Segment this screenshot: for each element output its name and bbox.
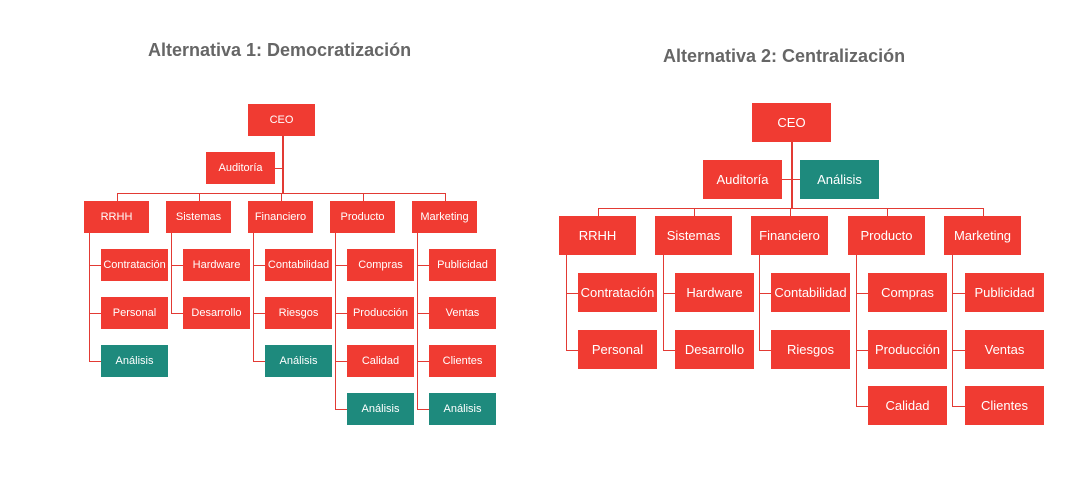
connector-line [791, 142, 793, 208]
unit-personal: Personal [578, 330, 657, 369]
connector-line [282, 136, 284, 193]
unit-desarrollo: Desarrollo [675, 330, 754, 369]
ceo-box: CEO [752, 103, 831, 142]
connector-line [856, 349, 868, 351]
connector-line [982, 208, 984, 216]
connector-line [759, 255, 760, 350]
connector-line [335, 265, 347, 266]
unit-produccion: Producción [868, 330, 947, 369]
connector-line [856, 292, 868, 294]
connector-line [335, 233, 336, 409]
unit-publicidad: Publicidad [429, 249, 496, 281]
connector-line [952, 349, 965, 351]
connector-line [335, 313, 347, 314]
auditoria-box: Auditoría [206, 152, 275, 184]
dept-marketing: Marketing [412, 201, 477, 233]
unit-personal: Personal [101, 297, 168, 329]
connector-line [253, 265, 265, 266]
connector-line [89, 361, 101, 362]
connector-line [417, 265, 429, 266]
dept-financiero: Financiero [751, 216, 828, 255]
unit-clientes: Clientes [965, 386, 1044, 425]
connector-line [952, 292, 965, 294]
auditoria-box: Auditoría [703, 160, 782, 199]
connector-line [417, 233, 418, 409]
unit-analisis: Análisis [347, 393, 414, 425]
unit-desarrollo: Desarrollo [183, 297, 250, 329]
unit-ventas: Ventas [429, 297, 496, 329]
connector-line [171, 233, 172, 313]
connector-line [253, 233, 254, 361]
connector-line [198, 193, 200, 201]
dept-producto: Producto [330, 201, 395, 233]
dept-sistemas: Sistemas [166, 201, 231, 233]
connector-line [663, 255, 664, 350]
connector-line [856, 405, 868, 407]
connector-line [663, 349, 675, 351]
connector-line [759, 292, 771, 294]
connector-line [417, 361, 429, 362]
dept-sistemas: Sistemas [655, 216, 732, 255]
connector-line [89, 233, 90, 361]
connector-line [335, 361, 347, 362]
unit-contratacion: Contratación [578, 273, 657, 312]
connector-line [253, 313, 265, 314]
connector-line [856, 255, 857, 406]
unit-clientes: Clientes [429, 345, 496, 377]
connector-line [362, 193, 364, 201]
connector-line [444, 193, 446, 201]
connector-line [952, 255, 953, 406]
connector-line [171, 313, 183, 314]
connector-line [782, 179, 800, 180]
dept-rrhh: RRHH [559, 216, 636, 255]
connector-line [952, 405, 965, 407]
unit-analisis: Análisis [265, 345, 332, 377]
analisis-box: Análisis [800, 160, 879, 199]
unit-riesgos: Riesgos [771, 330, 850, 369]
unit-contabilidad: Contabilidad [771, 273, 850, 312]
ceo-box: CEO [248, 104, 315, 136]
connector-line [759, 349, 771, 351]
alt1-title: Alternativa 1: Democratización [148, 40, 412, 60]
connector-line [566, 292, 578, 294]
unit-contratacion: Contratación [101, 249, 168, 281]
unit-compras: Compras [868, 273, 947, 312]
connector-line [275, 168, 282, 169]
alt2-title: Alternativa 2: Centralización [663, 46, 906, 66]
connector-line [789, 208, 791, 216]
connector-line [597, 208, 984, 209]
unit-analisis: Análisis [429, 393, 496, 425]
connector-line [417, 409, 429, 410]
unit-hardware: Hardware [675, 273, 754, 312]
connector-line [171, 265, 183, 266]
unit-compras: Compras [347, 249, 414, 281]
dept-rrhh: RRHH [84, 201, 149, 233]
connector-line [280, 193, 282, 201]
connector-line [886, 208, 888, 216]
unit-produccion: Producción [347, 297, 414, 329]
dept-financiero: Financiero [248, 201, 313, 233]
dept-producto: Producto [848, 216, 925, 255]
connector-line [566, 349, 578, 351]
connector-line [89, 265, 101, 266]
unit-riesgos: Riesgos [265, 297, 332, 329]
unit-calidad: Calidad [347, 345, 414, 377]
connector-line [253, 361, 265, 362]
connector-line [693, 208, 695, 216]
connector-line [597, 208, 599, 216]
connector-line [89, 313, 101, 314]
connector-line [566, 255, 567, 350]
unit-hardware: Hardware [183, 249, 250, 281]
connector-line [417, 313, 429, 314]
unit-ventas: Ventas [965, 330, 1044, 369]
unit-analisis: Análisis [101, 345, 168, 377]
unit-publicidad: Publicidad [965, 273, 1044, 312]
connector-line [335, 409, 347, 410]
unit-contabilidad: Contabilidad [265, 249, 332, 281]
unit-calidad: Calidad [868, 386, 947, 425]
connector-line [663, 292, 675, 294]
dept-marketing: Marketing [944, 216, 1021, 255]
connector-line [116, 193, 118, 201]
